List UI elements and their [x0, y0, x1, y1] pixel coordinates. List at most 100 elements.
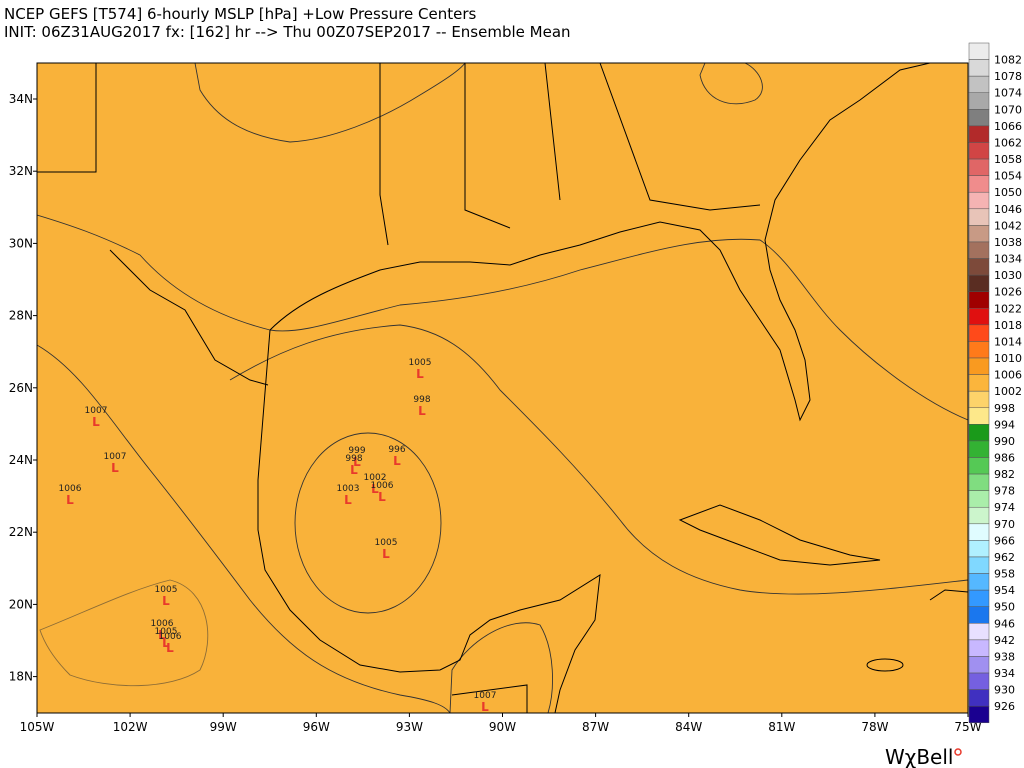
colorbar-label: 958: [994, 568, 1015, 581]
colorbar-label: 990: [994, 435, 1015, 448]
colorbar-cell: [968, 142, 990, 160]
subtitle: INIT: 06Z31AUG2017 fx: [162] hr --> Thu …: [4, 23, 571, 41]
logo: WχBell: [885, 745, 953, 768]
low-pressure-value: 998: [345, 454, 362, 464]
colorbar-cell: [968, 440, 990, 458]
low-marker: L: [353, 455, 361, 469]
low-marker: L: [162, 594, 170, 608]
colorbar-cell: [968, 556, 990, 574]
logo-dot: [954, 748, 962, 756]
low-pressure-value: 1005: [409, 358, 432, 368]
colorbar-cell: [968, 473, 990, 491]
lat-label: 32N: [9, 164, 33, 178]
low-marker: L: [158, 628, 166, 642]
colorbar-cell: [968, 374, 990, 392]
low-pressure-value: 1006: [371, 481, 394, 491]
colorbar-cell: [968, 109, 990, 127]
low-marker: L: [371, 482, 379, 496]
colorbar-cell: [968, 59, 990, 77]
colorbar-label: 934: [994, 667, 1015, 680]
colorbar-cell: [968, 540, 990, 558]
low-marker: L: [92, 415, 100, 429]
colorbar-label: 1002: [994, 385, 1022, 398]
colorbar-label: 938: [994, 650, 1015, 663]
colorbar-cell: [968, 573, 990, 591]
lat-label: 18N: [9, 670, 33, 684]
colorbar-label: 1042: [994, 219, 1022, 232]
low-pressure-value: 996: [388, 445, 405, 455]
colorbar-label: 1050: [994, 186, 1022, 199]
colorbar-label: 974: [994, 501, 1015, 514]
colorbar-label: 1078: [994, 70, 1022, 83]
lat-label: 20N: [9, 597, 33, 611]
lat-label: 34N: [9, 92, 33, 106]
colorbar-cell: [968, 672, 990, 690]
low-marker: L: [416, 367, 424, 381]
colorbar-cell: [968, 457, 990, 475]
low-marker: L: [344, 493, 352, 507]
colorbar-label: 962: [994, 551, 1015, 564]
low-marker: L: [66, 493, 74, 507]
colorbar-cell: [968, 75, 990, 93]
colorbar-cell: [968, 424, 990, 442]
low-pressure-value: 1006: [159, 632, 182, 642]
low-pressure-value: 1006: [59, 484, 82, 494]
colorbar-cell: [968, 606, 990, 624]
colorbar-label: 1054: [994, 170, 1022, 183]
low-marker: L: [393, 454, 401, 468]
colorbar-label: 986: [994, 452, 1015, 465]
colorbar-label: 950: [994, 601, 1015, 614]
colorbar-cell: [968, 490, 990, 508]
colorbar-label: 930: [994, 684, 1015, 697]
lon-label: 78W: [861, 720, 888, 734]
low-marker: L: [418, 404, 426, 418]
lat-label: 22N: [9, 525, 33, 539]
lon-label: 99W: [210, 720, 237, 734]
low-marker: L: [111, 461, 119, 475]
colorbar-label: 978: [994, 485, 1015, 498]
low-pressure-value: 998: [413, 395, 430, 405]
colorbar-label: 994: [994, 418, 1015, 431]
low-pressure-value: 1005: [155, 627, 178, 637]
low-pressure-value: 1007: [104, 452, 127, 462]
lon-label: 96W: [303, 720, 330, 734]
colorbar-cell: [968, 291, 990, 309]
colorbar-label: 1018: [994, 319, 1022, 332]
colorbar-cell: [968, 125, 990, 143]
colorbar-cell: [968, 341, 990, 359]
low-marker: L: [166, 641, 174, 655]
colorbar-label: 1014: [994, 335, 1022, 348]
lon-label: 81W: [768, 720, 795, 734]
low-pressure-value: 1006: [151, 619, 174, 629]
colorbar-label: 1038: [994, 236, 1022, 249]
low-pressure-value: 1002: [364, 473, 387, 483]
colorbar-label: 1010: [994, 352, 1022, 365]
colorbar-label: 1046: [994, 203, 1022, 216]
colorbar-cell: [968, 241, 990, 259]
lon-label: 102W: [113, 720, 148, 734]
colorbar-cell: [968, 689, 990, 707]
colorbar-label: 1026: [994, 286, 1022, 299]
map: [37, 63, 968, 713]
low-marker: L: [378, 490, 386, 504]
colorbar-cell: [968, 407, 990, 425]
colorbar-cell: [968, 506, 990, 525]
colorbar-label: 1030: [994, 269, 1022, 282]
colorbar-label: 942: [994, 634, 1015, 647]
colorbar-label: 966: [994, 534, 1015, 547]
colorbar-cell: [968, 623, 990, 641]
colorbar-cell: [968, 92, 990, 110]
low-pressure-value: 1005: [375, 538, 398, 548]
colorbar-label: 1062: [994, 136, 1022, 149]
lat-label: 26N: [9, 381, 33, 395]
colorbar-label: 1022: [994, 302, 1022, 315]
colorbar-label: 970: [994, 518, 1015, 531]
colorbar-cell: [968, 308, 990, 326]
colorbar-cell: [968, 324, 990, 342]
lat-label: 28N: [9, 309, 33, 323]
colorbar-cell: [968, 42, 990, 60]
colorbar-label: 982: [994, 468, 1015, 481]
colorbar-cell: [968, 258, 990, 276]
colorbar-cell: [968, 523, 990, 541]
lon-label: 75W: [954, 720, 981, 734]
